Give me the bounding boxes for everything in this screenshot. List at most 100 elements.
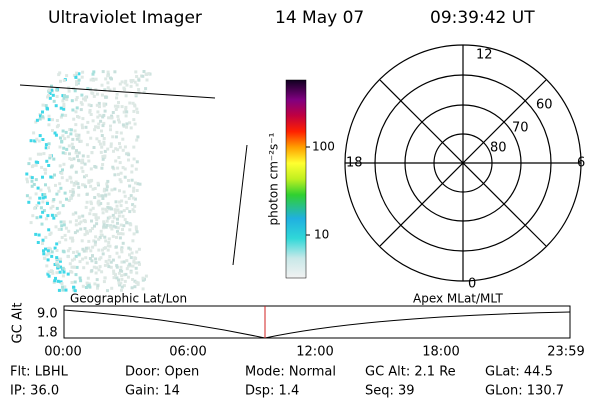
pixel — [88, 229, 92, 233]
pixel — [90, 259, 94, 263]
pixel — [101, 70, 105, 74]
pixel — [129, 84, 133, 88]
pixel — [141, 287, 145, 291]
pixel — [134, 92, 138, 96]
pixel — [50, 254, 54, 258]
pixel — [138, 182, 142, 186]
pixel — [113, 70, 117, 74]
pixel — [58, 240, 62, 244]
pixel — [49, 269, 53, 273]
pixel — [119, 204, 123, 208]
pixel — [96, 201, 100, 205]
pixel — [95, 92, 99, 96]
pixel — [56, 279, 60, 283]
pixel — [41, 210, 45, 214]
pixel — [71, 137, 75, 141]
pixel — [101, 124, 105, 128]
pixel — [118, 200, 122, 204]
pixel — [127, 153, 131, 157]
pixel — [34, 163, 38, 167]
pixel — [102, 137, 106, 140]
pixel — [97, 194, 101, 198]
pixel — [135, 230, 139, 234]
status-field: GC Alt: 2.1 Re — [365, 365, 456, 380]
pixel — [55, 95, 59, 98]
pixel — [46, 258, 50, 262]
pixel — [112, 149, 115, 153]
pixel — [123, 167, 127, 171]
pixel — [40, 222, 44, 226]
pixel — [96, 110, 100, 114]
pixel — [84, 256, 88, 260]
pixel — [44, 146, 48, 150]
pixel — [106, 147, 110, 151]
pixel — [92, 265, 96, 269]
pixel — [108, 206, 112, 210]
pixel — [89, 249, 93, 253]
orbit-left-label: Geographic Lat/Lon — [70, 292, 187, 306]
pixel — [70, 281, 74, 284]
pixel — [52, 216, 56, 220]
pixel — [107, 237, 111, 241]
status-panel: Flt: LBHL Door: Open Mode: Normal GC Alt: 2… — [10, 365, 564, 399]
pixel — [133, 204, 137, 208]
pixel — [82, 266, 86, 270]
pixel — [60, 224, 64, 228]
mlt-label: 12 — [476, 48, 493, 63]
pixel — [47, 186, 51, 190]
pixel — [62, 220, 66, 224]
pixel — [45, 253, 49, 257]
pixel — [123, 279, 127, 283]
pixel — [59, 227, 63, 231]
pixel — [117, 271, 121, 275]
pixel — [92, 239, 96, 243]
pixel — [85, 229, 89, 233]
date: 14 May 07 — [275, 8, 364, 28]
pixel — [44, 183, 47, 187]
pixel — [85, 174, 88, 178]
pixel — [41, 138, 45, 141]
pixel — [147, 72, 151, 76]
pixel — [125, 267, 129, 271]
pixel — [46, 249, 50, 253]
pixel — [97, 122, 101, 126]
pixel — [119, 131, 123, 135]
pixel — [95, 278, 99, 282]
pixel — [68, 220, 72, 224]
pixel — [86, 130, 90, 134]
pixel — [99, 233, 103, 237]
pixel — [114, 211, 118, 215]
pixel — [99, 119, 103, 123]
pixel — [58, 200, 62, 204]
pixel — [68, 128, 72, 131]
pixel — [38, 117, 42, 121]
pixel — [70, 142, 74, 146]
pixel — [134, 280, 138, 284]
pixel — [75, 154, 79, 158]
limb-line — [232, 144, 248, 266]
pixel — [47, 114, 51, 118]
pixel — [108, 88, 112, 92]
pixel — [88, 212, 92, 216]
pixel — [111, 258, 115, 262]
pixel — [89, 167, 93, 171]
pixel — [107, 192, 111, 196]
pixel — [58, 270, 62, 274]
pixel — [59, 220, 63, 224]
pixel — [92, 146, 96, 149]
pixel — [106, 262, 110, 266]
pixel — [55, 206, 59, 210]
pixel — [41, 110, 44, 114]
pixel — [51, 129, 54, 132]
pixel — [48, 92, 52, 95]
pixel — [35, 216, 39, 220]
pixel — [101, 194, 105, 198]
pixel — [121, 241, 125, 245]
pixel — [116, 217, 119, 221]
pixel — [77, 136, 81, 140]
pixel — [59, 186, 63, 190]
pixel — [90, 227, 94, 230]
pixel — [106, 244, 110, 248]
pixel — [71, 188, 75, 191]
pixel — [70, 194, 74, 198]
